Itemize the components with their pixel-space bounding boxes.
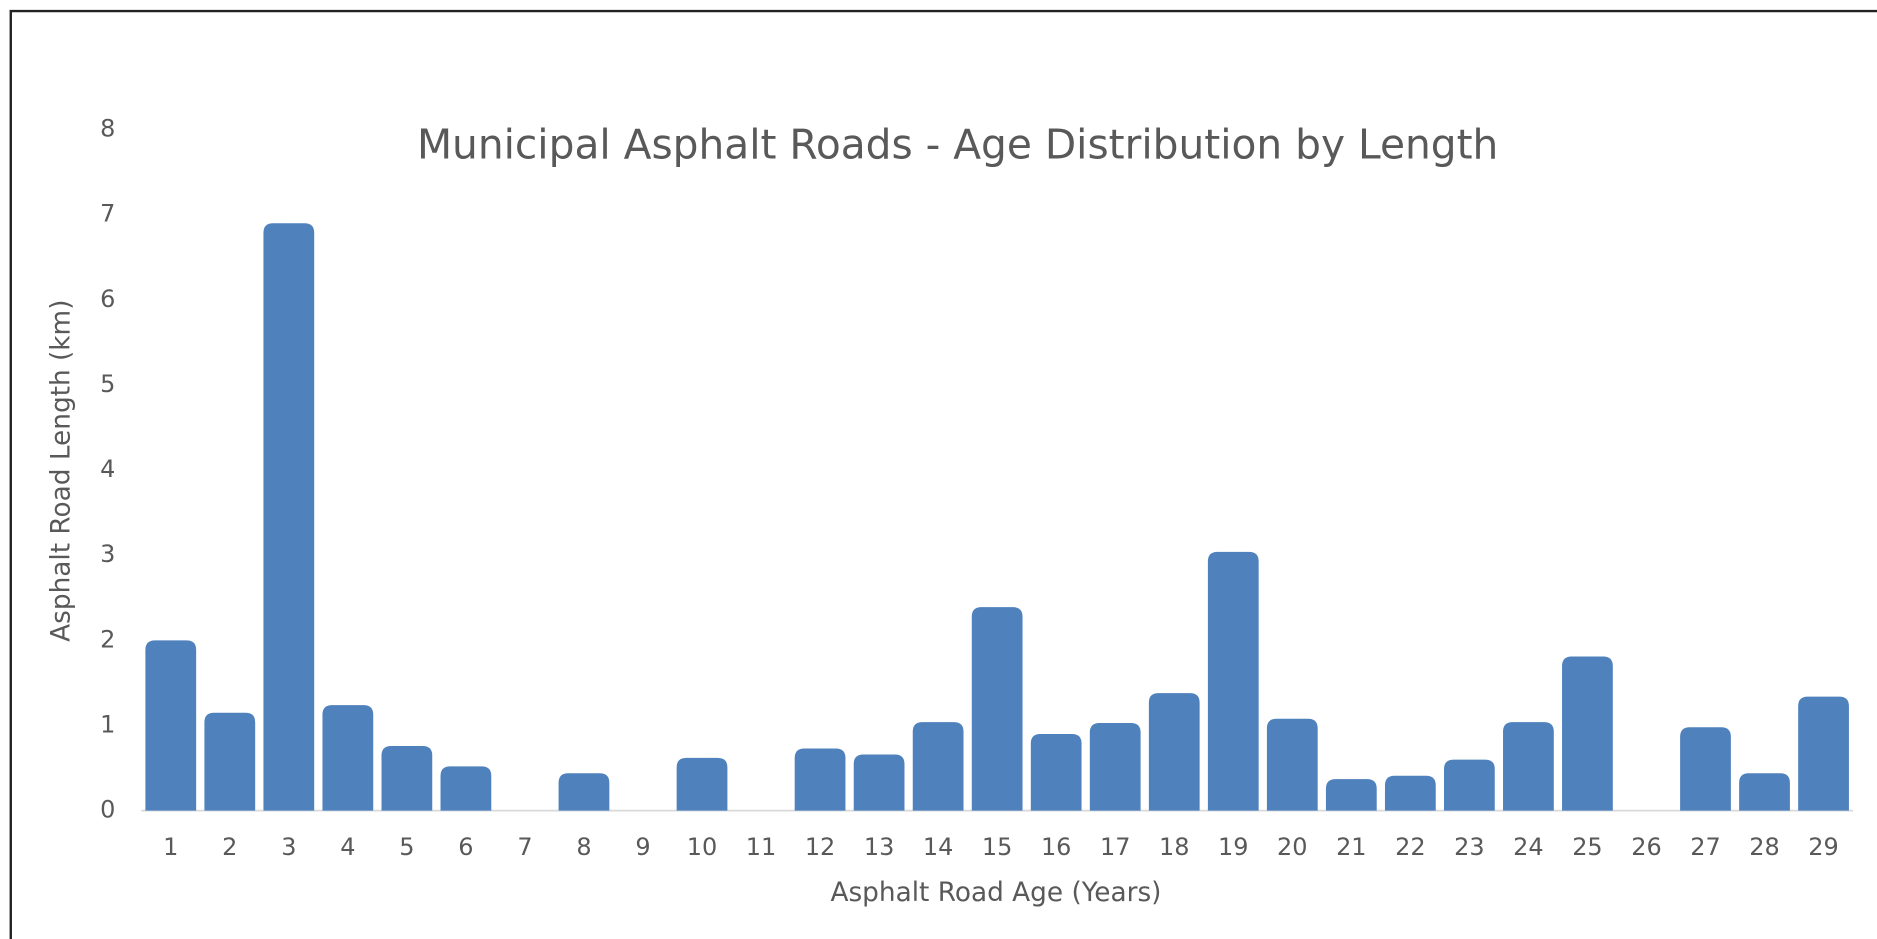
bar [1680, 727, 1731, 811]
y-tick-label: 2 [100, 625, 115, 653]
bar [1562, 656, 1613, 811]
x-tick-label: 25 [1572, 833, 1602, 861]
bar [145, 640, 197, 811]
bar [971, 607, 1023, 811]
x-tick-label: 3 [281, 833, 296, 861]
bar [1443, 759, 1495, 811]
x-tick-label: 20 [1277, 833, 1307, 861]
x-tick-label: 13 [864, 833, 894, 861]
bar [1089, 722, 1141, 811]
x-tick-label: 10 [687, 833, 717, 861]
x-tick-label: 2 [222, 833, 237, 861]
bar [1148, 693, 1200, 811]
bar [204, 712, 256, 811]
x-tick-label: 5 [399, 833, 414, 861]
x-tick-label: 18 [1159, 833, 1189, 861]
x-tick-label: 14 [923, 833, 953, 861]
y-tick-label: 8 [100, 115, 115, 143]
y-tick-label: 3 [100, 540, 115, 568]
frame [9, 9, 1877, 939]
y-tick-label: 1 [100, 711, 115, 739]
bar [676, 757, 728, 811]
bar [1384, 775, 1436, 811]
x-tick-label: 22 [1395, 833, 1425, 861]
x-tick-label: 6 [458, 833, 473, 861]
x-tick-label: 24 [1513, 833, 1543, 861]
x-tick-label: 19 [1218, 833, 1248, 861]
bar [558, 773, 610, 811]
y-tick-label: 4 [100, 455, 115, 483]
x-tick-label: 7 [517, 833, 532, 861]
x-tick-label: 29 [1808, 833, 1838, 861]
y-tick-label: 0 [100, 796, 115, 824]
bar [1207, 551, 1259, 811]
chart-title: Municipal Asphalt Roads - Age Distributi… [417, 120, 1498, 168]
x-tick-label: 16 [1041, 833, 1071, 861]
y-tick-label: 7 [100, 200, 115, 228]
bar [1266, 718, 1318, 811]
x-tick-label: 23 [1454, 833, 1484, 861]
bar [853, 754, 905, 811]
x-tick-label: 28 [1749, 833, 1779, 861]
x-tick-label: 8 [576, 833, 591, 861]
x-axis-label: Asphalt Road Age (Years) [830, 878, 1161, 908]
bar [1503, 722, 1554, 811]
x-tick-label: 17 [1100, 833, 1130, 861]
x-tick-label: 12 [805, 833, 835, 861]
bar [1325, 779, 1377, 811]
bar [381, 745, 433, 811]
bar [794, 748, 846, 811]
y-tick-label: 5 [100, 370, 115, 398]
bar [1030, 734, 1082, 811]
y-tick-label: 6 [100, 285, 115, 313]
bar [912, 722, 964, 811]
x-tick-label: 15 [982, 833, 1012, 861]
bar [263, 223, 315, 811]
x-tick-label: 21 [1336, 833, 1366, 861]
bar [322, 705, 374, 811]
bar [440, 766, 492, 811]
bar [1798, 696, 1849, 811]
x-tick-label: 11 [746, 833, 776, 861]
x-tick-label: 9 [635, 833, 650, 861]
y-axis-label: Asphalt Road Length (km) [47, 300, 77, 642]
bar [1739, 773, 1790, 811]
x-tick-label: 1 [163, 833, 178, 861]
x-tick-label: 4 [340, 833, 355, 861]
x-tick-label: 26 [1631, 833, 1661, 861]
x-tick-label: 27 [1690, 833, 1720, 861]
